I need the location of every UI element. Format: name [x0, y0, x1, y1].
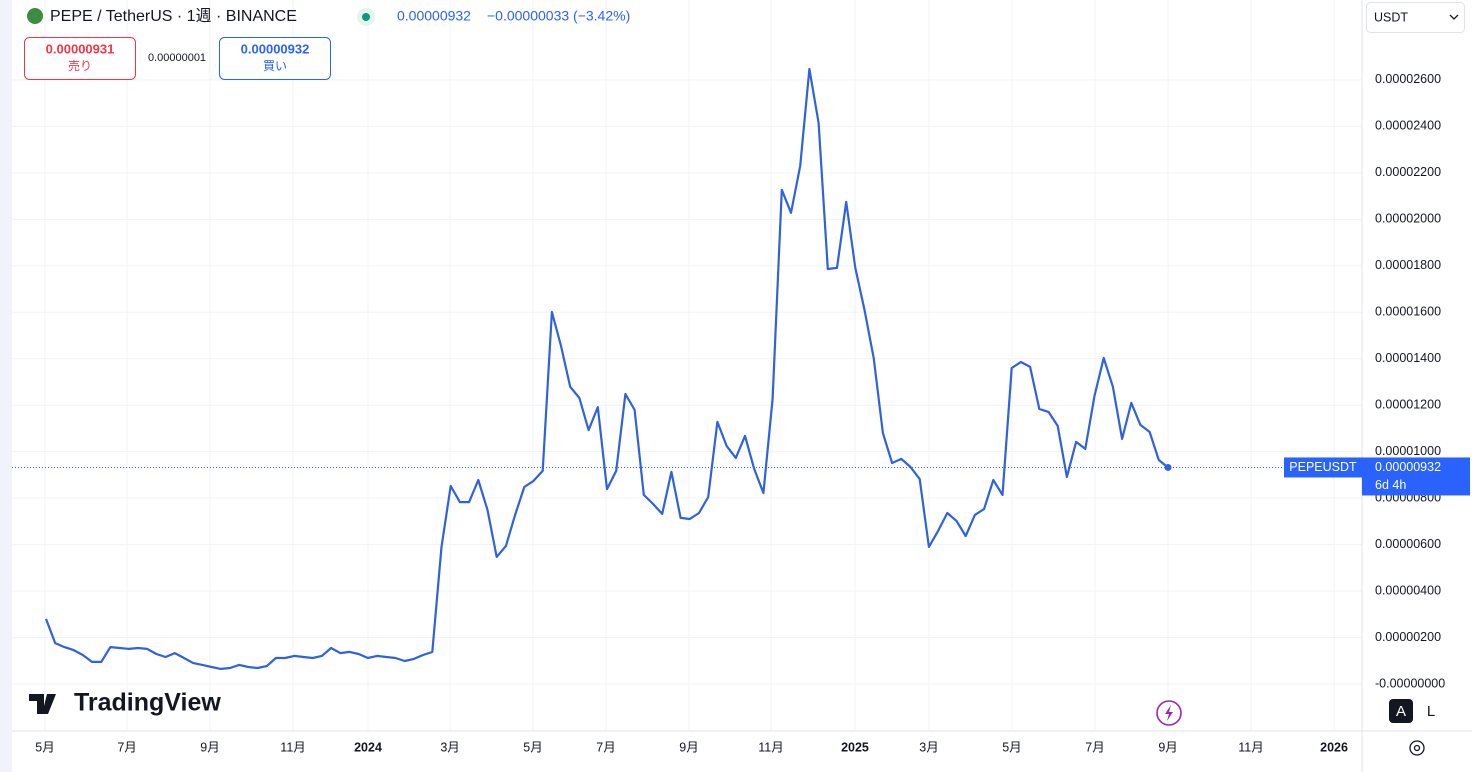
- left-edge: [0, 0, 12, 772]
- x-tick-label: 2025: [841, 740, 869, 754]
- grid: [12, 0, 1362, 730]
- auto-scale-button[interactable]: [1389, 699, 1413, 723]
- settings-button[interactable]: [1409, 740, 1425, 756]
- settings-ring: [1409, 740, 1425, 756]
- symbol-tag: [1284, 457, 1362, 478]
- market-status-dot: [362, 13, 370, 21]
- y-tick-label: 0.00001600: [1375, 305, 1441, 319]
- chevron: [1449, 14, 1459, 20]
- x-tick-label: 5月: [35, 740, 54, 754]
- spread: 0.00000001: [148, 52, 206, 64]
- currency-label: USDT: [1374, 10, 1408, 24]
- price-tag-label: 0.00000932: [1375, 460, 1441, 474]
- x-tick-label: 11月: [758, 740, 783, 754]
- plot: [12, 67, 1362, 670]
- y-tick-label: 0.00001400: [1375, 351, 1441, 365]
- y-tick-label: 0.00000400: [1375, 583, 1441, 597]
- x-tick-label: 9月: [1158, 740, 1177, 754]
- sell-price: 0.00000931: [46, 41, 115, 56]
- x-tick-label: 5月: [1002, 740, 1021, 754]
- y-tick-label: 0.00002600: [1375, 72, 1441, 86]
- x-tick-label: 2024: [354, 740, 382, 754]
- x-tick-label: 9月: [200, 740, 219, 754]
- price-tag: [1362, 457, 1470, 496]
- symbol-title[interactable]: PEPE / TetherUS · 1週 · BINANCE: [50, 7, 297, 25]
- price-change: −0.00000033 (−3.42%): [487, 8, 630, 24]
- x-tick-label: 5月: [523, 740, 542, 754]
- buy-label: 買い: [263, 59, 287, 73]
- y-tick-label: 0.00002000: [1375, 212, 1441, 226]
- symbol-icon: [27, 8, 43, 24]
- x-tick-label: 3月: [440, 740, 459, 754]
- lightning-button[interactable]: [1156, 700, 1182, 726]
- y-tick-label: 0.00000200: [1375, 630, 1441, 644]
- currency-select[interactable]: [1366, 2, 1465, 33]
- buy-price: 0.00000932: [241, 41, 310, 56]
- settings-hub: [1413, 744, 1421, 752]
- logo-icon: [29, 694, 56, 714]
- log-scale-label[interactable]: L: [1427, 703, 1435, 720]
- x-tick-label: 7月: [596, 740, 615, 754]
- y-tick-label: 0.00002200: [1375, 165, 1441, 179]
- y-tick-label: 0.00001200: [1375, 397, 1441, 411]
- y-tick-label: 0.00000600: [1375, 537, 1441, 551]
- y-tick-label: 0.00001000: [1375, 444, 1441, 458]
- last-point: [1164, 463, 1172, 471]
- countdown: 6d 4h: [1375, 478, 1406, 492]
- x-tick-label: 11月: [1238, 740, 1263, 754]
- y-tick-label: 0.00002400: [1375, 119, 1441, 133]
- last-price: 0.00000932: [397, 8, 471, 24]
- x-tick-label: 7月: [117, 740, 136, 754]
- x-tick-label: 7月: [1085, 740, 1104, 754]
- auto-scale-label: A: [1396, 703, 1406, 720]
- symbol-tag-label: PEPEUSDT: [1289, 460, 1357, 474]
- x-tick-label: 2026: [1320, 740, 1348, 754]
- x-tick-label: 3月: [919, 740, 938, 754]
- logo-text[interactable]: TradingView: [74, 689, 221, 717]
- sell-button[interactable]: [24, 37, 136, 80]
- lightning-icon: [1165, 705, 1173, 721]
- x-tick-label: 11月: [280, 740, 305, 754]
- y-tick-label: -0.00000000: [1375, 676, 1445, 690]
- y-tick-label: 0.00001800: [1375, 258, 1441, 272]
- x-tick-label: 9月: [679, 740, 698, 754]
- price-line: [44, 67, 1169, 670]
- sell-label: 売り: [68, 58, 92, 73]
- buy-button[interactable]: [219, 37, 331, 80]
